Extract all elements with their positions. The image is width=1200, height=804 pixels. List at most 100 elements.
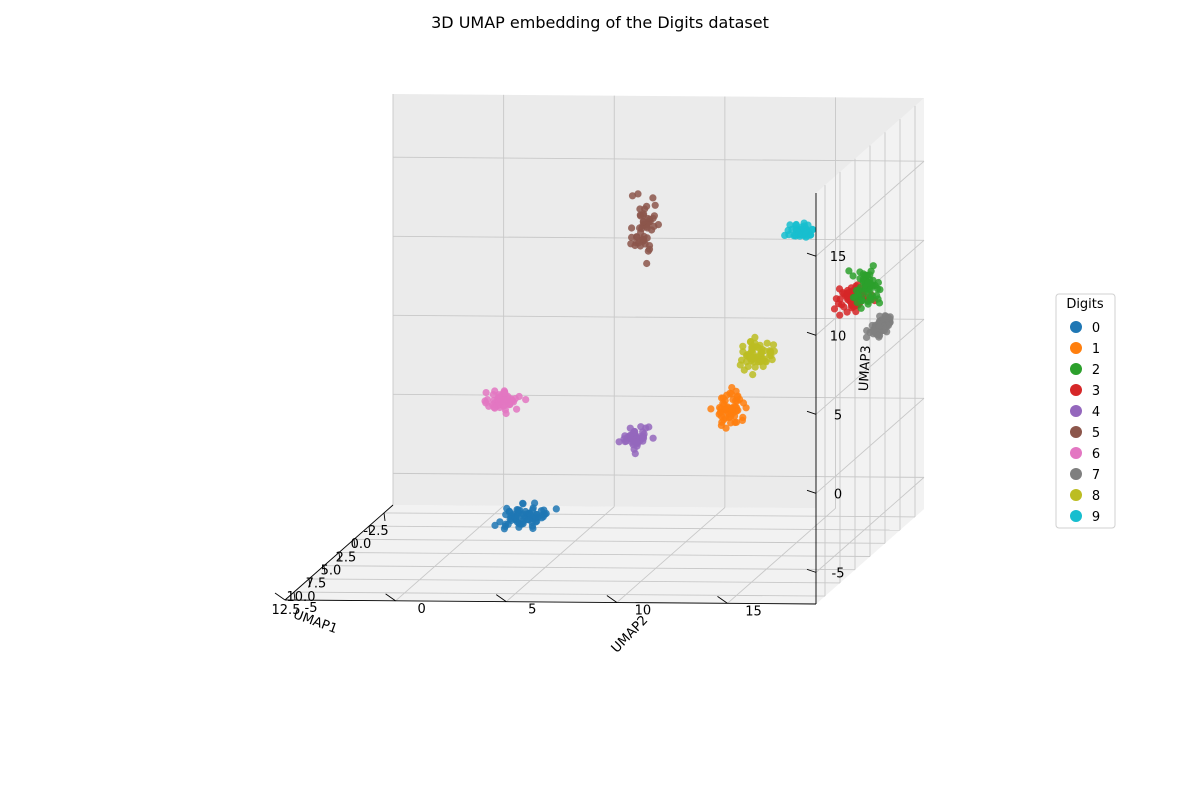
legend-label-digit-8: 8 [1092,489,1100,504]
x-tick [353,539,356,548]
axis-panes [285,94,924,604]
point-digit-8 [751,339,759,347]
point-digit-5 [628,192,637,200]
point-digit-0 [519,500,527,508]
point-digit-6 [489,391,497,399]
y-tick-label: 0 [417,602,425,617]
point-digit-8 [744,362,752,371]
z-axis-title: UMAP3 [857,345,874,391]
point-digit-2 [861,288,869,296]
legend-marker-digit-2 [1070,363,1082,375]
point-digit-4 [628,438,636,446]
grid-lines [284,94,925,604]
point-digit-8 [766,349,774,357]
legend-marker-digit-3 [1070,384,1082,396]
point-digit-0 [514,506,522,514]
point-digit-5 [639,217,647,226]
z-grid-line-back [815,318,925,415]
legend-marker-digit-6 [1070,447,1082,459]
point-digit-0 [501,522,509,531]
legend-items: 0 1 2 3 4 5 6 7 8 9 [1070,321,1100,525]
point-digit-8 [759,362,767,371]
y-tick-label: 15 [745,604,762,619]
z-grid-line-back [815,477,925,573]
point-digit-1 [716,408,724,417]
point-digit-4 [631,450,639,458]
point-digit-8 [763,339,771,347]
legend-marker-digit-5 [1070,426,1082,438]
x-tick [368,526,371,535]
point-digit-2 [876,286,884,294]
point-digit-3 [847,301,856,309]
legend: Digits 0 1 2 3 4 5 6 7 8 9 [1055,293,1116,529]
point-digit-3 [842,292,850,300]
z-tick-label: 5 [834,408,842,423]
point-digit-4 [639,434,648,442]
point-digit-0 [531,499,539,507]
y-grid-line-floor [505,506,615,603]
point-digit-2 [851,293,859,301]
legend-label-digit-5: 5 [1092,426,1100,441]
legend-marker-digit-7 [1070,468,1082,480]
point-digit-5 [636,224,644,232]
point-digit-1 [726,413,735,421]
legend-frame [1055,293,1116,529]
x-tick-label: 0.0 [351,537,372,552]
z-grid-line-left [392,156,925,162]
point-digit-1 [718,394,726,402]
legend-label-digit-6: 6 [1092,447,1100,462]
y-tick [385,593,396,602]
point-digit-6 [481,397,489,405]
point-digit-4 [645,423,653,431]
point-digit-8 [769,341,778,349]
point-digit-8 [748,346,756,354]
z-tick [806,252,817,257]
point-digit-2 [864,279,873,287]
point-digit-2 [845,267,853,275]
legend-label-digit-9: 9 [1092,510,1100,525]
point-digit-0 [506,515,514,523]
point-digit-5 [645,245,654,253]
point-digit-8 [746,354,754,362]
point-digit-0 [552,505,560,513]
x-tick [338,552,341,561]
point-digit-7 [881,312,889,320]
x-tick-label: -2.5 [363,524,388,539]
point-digit-5 [628,224,636,232]
point-digit-3 [836,295,844,303]
point-digit-5 [643,259,651,268]
legend-marker-digit-0 [1070,321,1082,333]
point-digit-5 [637,212,645,220]
point-digit-6 [513,405,521,413]
point-digit-5 [643,202,651,210]
legend-label-digit-1: 1 [1092,342,1100,357]
point-digit-0 [532,513,540,521]
y-grid-line-floor [616,507,726,603]
point-digit-7 [862,333,871,341]
scatter-points [481,190,894,533]
z-tick-label: 10 [830,329,847,344]
y-grid-line-floor [727,507,836,604]
point-digit-0 [538,514,546,522]
z-tick-label: 0 [834,487,842,502]
legend-marker-digit-1 [1070,342,1082,354]
point-digit-7 [884,321,893,330]
point-digit-1 [739,413,747,421]
legend-marker-digit-9 [1070,510,1082,522]
x-tick-label: 12.5 [272,603,301,618]
y-tick [606,595,618,603]
legend-label-digit-4: 4 [1092,405,1100,420]
left-pane [393,94,924,509]
legend-title: Digits [1066,297,1104,312]
point-digit-2 [874,278,883,287]
x-tick-label: 7.5 [306,577,327,592]
z-tick [806,410,817,415]
x-tick [308,578,311,587]
point-digit-2 [869,262,877,270]
point-digit-5 [631,241,639,250]
z-grid-line-back [815,160,925,257]
point-digit-0 [529,524,537,533]
point-digit-2 [867,296,875,304]
legend-label-digit-7: 7 [1092,468,1100,483]
